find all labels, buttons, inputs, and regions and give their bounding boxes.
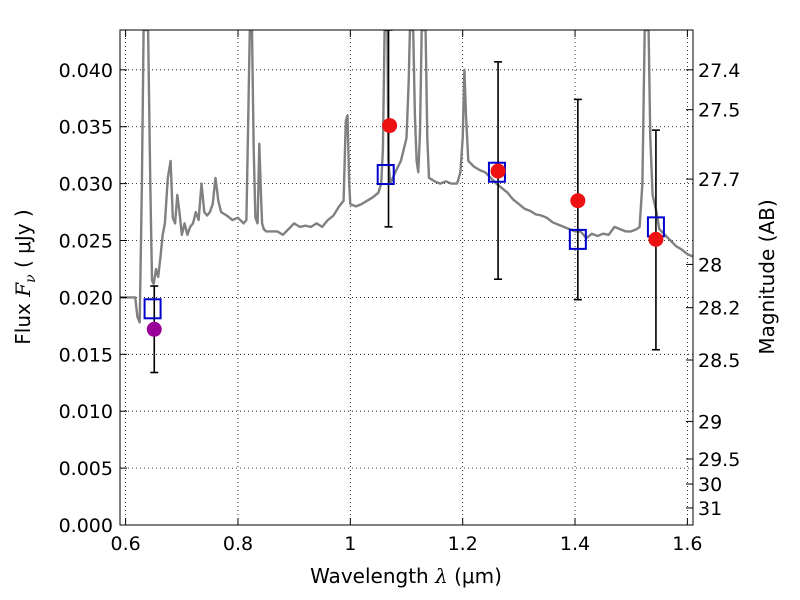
x-tick-label: 1.2 bbox=[448, 533, 478, 555]
observed-circle-marker bbox=[490, 163, 506, 179]
model-spectrum bbox=[120, 30, 693, 324]
y-tick-label: 0.040 bbox=[59, 60, 113, 82]
observed-circle-marker bbox=[570, 193, 586, 209]
observed-circle-marker bbox=[648, 231, 664, 247]
y-tick-label: 0.015 bbox=[59, 344, 113, 366]
mag-tick-label: 27.4 bbox=[698, 60, 740, 82]
plot-frame bbox=[119, 29, 694, 526]
mag-tick-label: 29.5 bbox=[698, 449, 740, 471]
x-tick-label: 0.6 bbox=[111, 533, 141, 555]
y-tick-label: 0.005 bbox=[59, 458, 113, 480]
mag-tick-label: 27.7 bbox=[698, 169, 740, 191]
model-square-marker bbox=[376, 164, 395, 186]
axis-ticks bbox=[120, 30, 693, 526]
observed-circle-marker bbox=[146, 321, 162, 337]
x-tick-label: 1 bbox=[344, 533, 356, 555]
data-layer bbox=[120, 30, 693, 374]
grid-lines bbox=[120, 30, 693, 525]
mag-tick-label: 28.2 bbox=[698, 298, 740, 320]
model-square-marker bbox=[568, 228, 587, 250]
y-tick-label: 0.030 bbox=[59, 174, 113, 196]
x-tick-label: 0.8 bbox=[223, 533, 253, 555]
mag-tick-label: 29 bbox=[698, 411, 722, 433]
mag-tick-label: 30 bbox=[698, 474, 722, 496]
observed-circle-marker bbox=[382, 118, 398, 134]
y-axis-label: Flux Fν ( μJy ) bbox=[11, 209, 39, 344]
spectrum-line bbox=[120, 30, 693, 324]
tick-labels: 0.6 0.8 1 1.2 1.4 1.6 0.000 0.005 0.010 0.015 0.02… bbox=[59, 60, 741, 555]
right-axis-label: Magnitude (AB) bbox=[755, 199, 779, 354]
y-tick-label: 0.000 bbox=[59, 515, 113, 537]
mag-tick-label: 28.5 bbox=[698, 350, 740, 372]
x-axis-label: Wavelength λ (μm) bbox=[310, 564, 502, 588]
mag-tick-label: 28 bbox=[698, 254, 722, 276]
x-tick-label: 1.4 bbox=[560, 533, 590, 555]
y-tick-label: 0.010 bbox=[59, 401, 113, 423]
observed-photometry-markers bbox=[146, 118, 664, 337]
y-tick-label: 0.020 bbox=[59, 287, 113, 309]
plot-background bbox=[120, 30, 693, 525]
y-tick-label: 0.035 bbox=[59, 117, 113, 139]
y-tick-label: 0.025 bbox=[59, 231, 113, 253]
x-tick-label: 1.6 bbox=[672, 533, 702, 555]
model-square-marker bbox=[143, 298, 162, 320]
mag-tick-label: 27.5 bbox=[698, 100, 740, 122]
mag-tick-label: 31 bbox=[698, 498, 722, 520]
